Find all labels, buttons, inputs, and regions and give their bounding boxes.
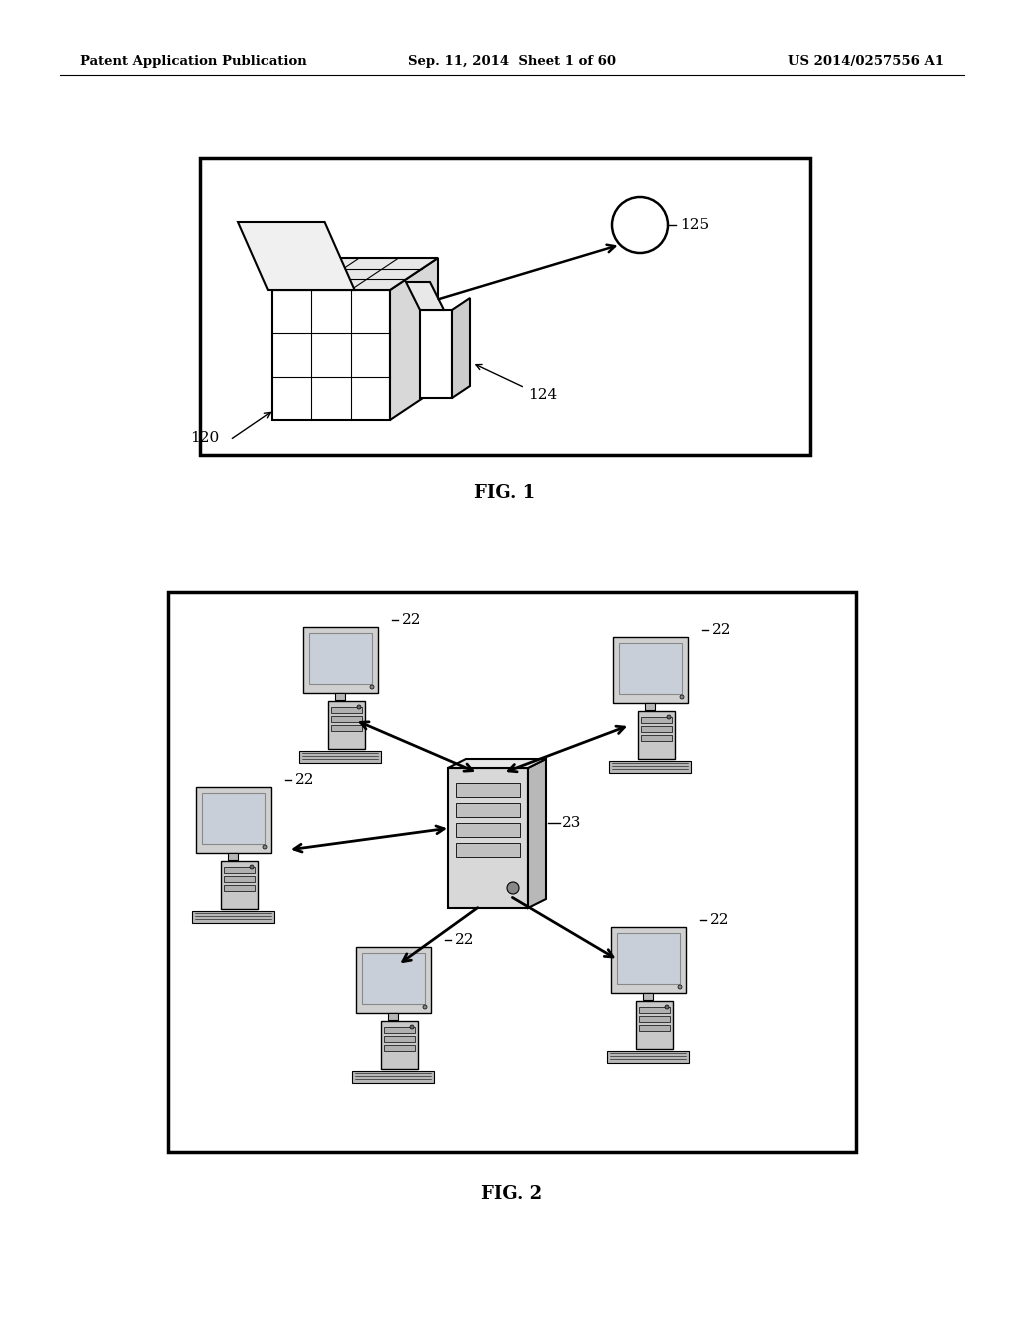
Bar (331, 715, 362, 722)
Circle shape (370, 685, 374, 689)
Bar (228, 853, 238, 861)
Bar (303, 627, 378, 693)
Text: 125: 125 (680, 218, 710, 232)
Bar (202, 793, 265, 843)
Bar (641, 726, 672, 733)
Circle shape (263, 845, 267, 849)
Bar (309, 634, 372, 684)
Text: 22: 22 (402, 612, 422, 627)
Bar (613, 638, 688, 704)
Text: 22: 22 (455, 933, 474, 946)
Text: Sep. 11, 2014  Sheet 1 of 60: Sep. 11, 2014 Sheet 1 of 60 (408, 55, 616, 69)
Bar (456, 822, 520, 837)
Bar (456, 843, 520, 857)
Text: 23: 23 (562, 816, 582, 830)
Text: 22: 22 (295, 774, 314, 787)
Bar (328, 701, 365, 748)
Bar (641, 735, 672, 741)
Bar (196, 787, 271, 853)
Polygon shape (528, 759, 546, 908)
Bar (384, 1027, 415, 1034)
Circle shape (665, 1005, 669, 1008)
Polygon shape (238, 222, 354, 290)
Bar (384, 1036, 415, 1041)
Text: FIG. 1: FIG. 1 (474, 484, 536, 502)
Polygon shape (272, 257, 438, 290)
Bar (335, 693, 345, 700)
Text: Patent Application Publication: Patent Application Publication (80, 55, 307, 69)
Polygon shape (390, 257, 438, 420)
Bar (221, 861, 258, 909)
Bar (331, 725, 362, 731)
Polygon shape (420, 310, 452, 399)
Bar (388, 1012, 398, 1020)
Circle shape (250, 865, 254, 869)
Circle shape (423, 1005, 427, 1008)
Circle shape (410, 1026, 414, 1030)
Bar (224, 884, 255, 891)
Bar (356, 946, 431, 1012)
Bar (639, 1026, 670, 1031)
Bar (643, 993, 653, 1001)
Text: FIG. 2: FIG. 2 (481, 1185, 543, 1203)
Bar (449, 768, 528, 908)
Circle shape (678, 985, 682, 989)
Bar (168, 591, 856, 1152)
Bar (636, 1001, 673, 1049)
Bar (200, 158, 810, 455)
Bar (638, 711, 675, 759)
Circle shape (667, 715, 671, 719)
Bar (639, 1016, 670, 1022)
Bar (299, 751, 381, 763)
Text: 120: 120 (190, 432, 219, 445)
Circle shape (357, 705, 361, 709)
Polygon shape (406, 282, 444, 310)
Polygon shape (449, 759, 546, 768)
Text: 22: 22 (712, 623, 731, 638)
Text: 22: 22 (710, 913, 729, 927)
Bar (611, 927, 686, 993)
Circle shape (680, 696, 684, 700)
Polygon shape (272, 290, 390, 420)
Bar (352, 1071, 434, 1082)
Bar (362, 953, 425, 1005)
Bar (224, 876, 255, 882)
Bar (607, 1051, 689, 1063)
Bar (384, 1045, 415, 1051)
Polygon shape (452, 298, 470, 399)
Bar (641, 717, 672, 723)
Bar (617, 933, 680, 983)
Bar (224, 867, 255, 873)
Bar (618, 643, 682, 694)
Bar (456, 783, 520, 797)
Text: US 2014/0257556 A1: US 2014/0257556 A1 (788, 55, 944, 69)
Bar (331, 708, 362, 713)
Bar (193, 911, 274, 923)
Bar (639, 1007, 670, 1012)
Bar (381, 1020, 418, 1069)
Bar (456, 803, 520, 817)
Bar (645, 704, 655, 710)
Text: 124: 124 (528, 388, 557, 401)
Bar (609, 762, 691, 774)
Circle shape (507, 882, 519, 894)
